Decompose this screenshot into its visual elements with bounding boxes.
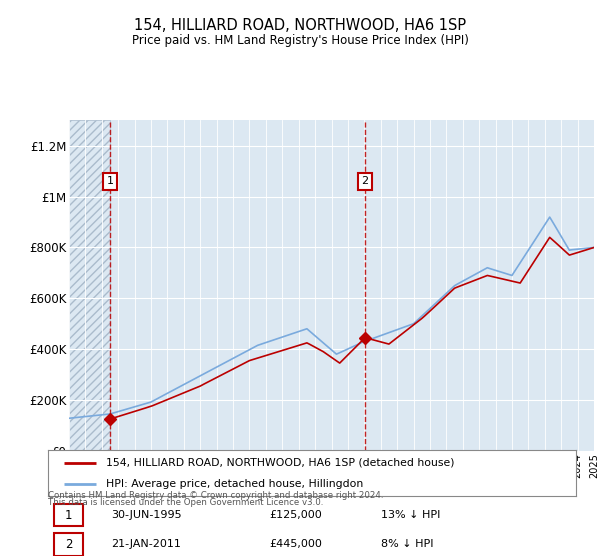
Text: 1: 1 (65, 508, 73, 522)
Text: This data is licensed under the Open Government Licence v3.0.: This data is licensed under the Open Gov… (48, 498, 323, 507)
Text: 154, HILLIARD ROAD, NORTHWOOD, HA6 1SP (detached house): 154, HILLIARD ROAD, NORTHWOOD, HA6 1SP (… (106, 458, 455, 468)
Text: £445,000: £445,000 (270, 539, 323, 549)
Text: £125,000: £125,000 (270, 510, 323, 520)
Text: 2: 2 (362, 176, 368, 186)
Text: 154, HILLIARD ROAD, NORTHWOOD, HA6 1SP: 154, HILLIARD ROAD, NORTHWOOD, HA6 1SP (134, 18, 466, 33)
FancyBboxPatch shape (55, 533, 83, 556)
FancyBboxPatch shape (55, 504, 83, 526)
Text: 21-JAN-2011: 21-JAN-2011 (112, 539, 181, 549)
Text: 1: 1 (107, 176, 113, 186)
Text: 30-JUN-1995: 30-JUN-1995 (112, 510, 182, 520)
Text: Price paid vs. HM Land Registry's House Price Index (HPI): Price paid vs. HM Land Registry's House … (131, 34, 469, 46)
Text: 2: 2 (65, 538, 73, 551)
Text: 13% ↓ HPI: 13% ↓ HPI (380, 510, 440, 520)
Text: 8% ↓ HPI: 8% ↓ HPI (380, 539, 433, 549)
Text: HPI: Average price, detached house, Hillingdon: HPI: Average price, detached house, Hill… (106, 479, 364, 489)
Text: Contains HM Land Registry data © Crown copyright and database right 2024.: Contains HM Land Registry data © Crown c… (48, 491, 383, 500)
